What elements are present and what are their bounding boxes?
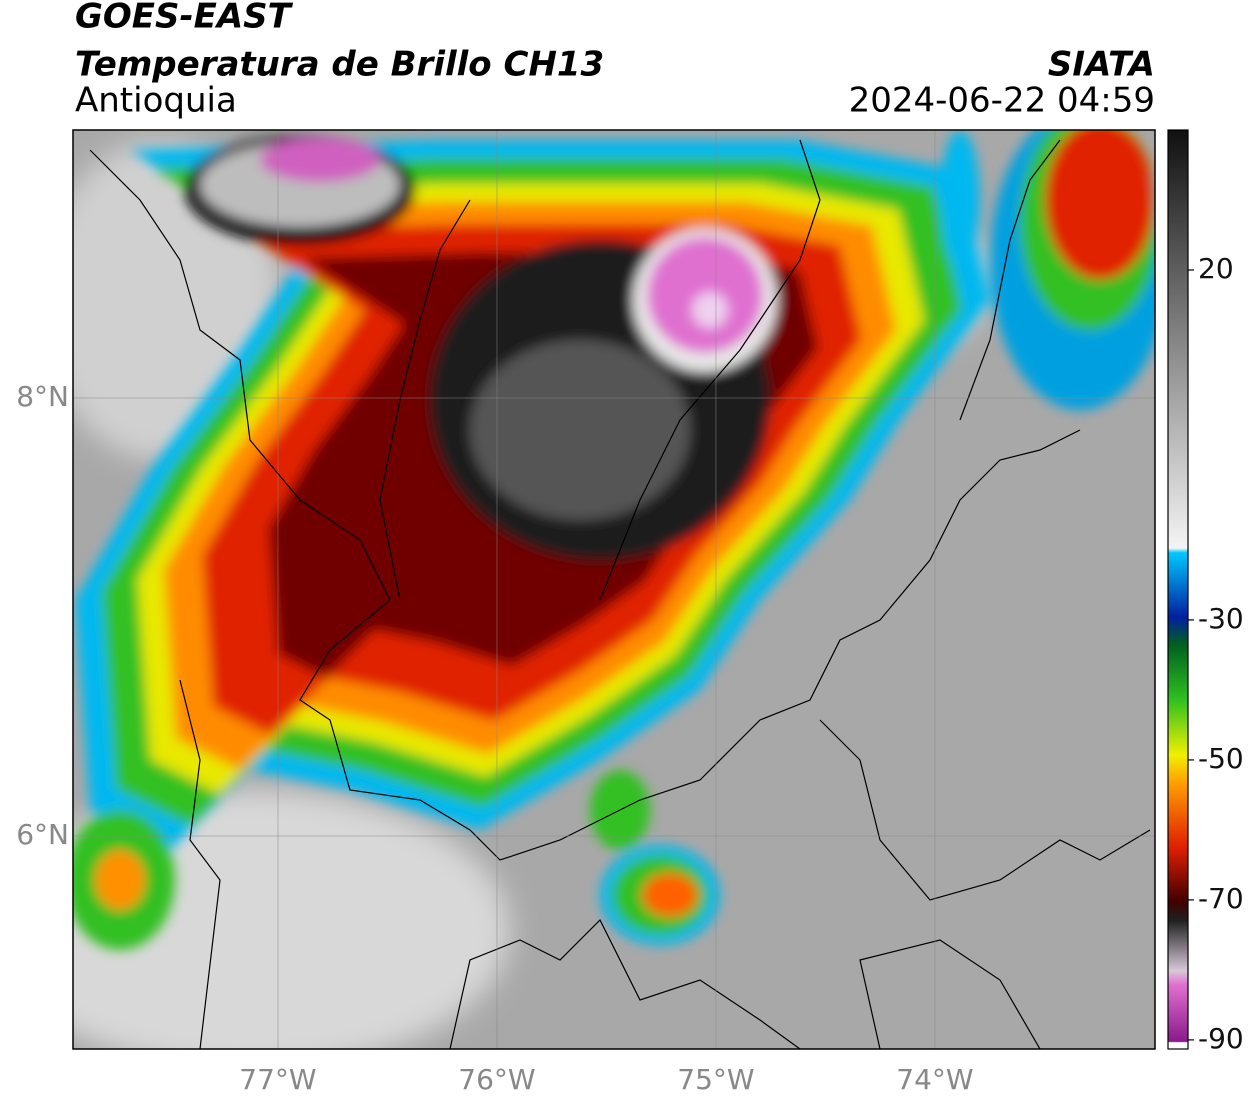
datetime: 2024-06-22 04:59: [849, 81, 1155, 121]
y-tick-label: 8°N: [16, 380, 69, 413]
graticule: [73, 130, 1155, 1049]
source: SIATA: [1048, 45, 1155, 85]
colorbar-tick-label: -30: [1198, 602, 1244, 635]
x-tick-label: 74°W: [896, 1063, 973, 1096]
colorbar-tick-label: -70: [1198, 882, 1244, 915]
x-tick-label: 75°W: [677, 1063, 754, 1096]
map-frame: [72, 129, 1156, 1050]
x-tick-label: 76°W: [458, 1063, 535, 1096]
satellite-image: [73, 130, 1155, 1049]
region: Antioquia: [75, 81, 237, 121]
colorbar-tick-label: -50: [1198, 742, 1244, 775]
colorbar-tick-label: 20: [1198, 252, 1234, 285]
x-tick-label: 77°W: [239, 1063, 316, 1096]
title: GOES-EAST: [75, 0, 294, 37]
subtitle: Temperatura de Brillo CH13: [75, 45, 604, 85]
colorbar: [1167, 129, 1189, 1050]
y-tick-label: 6°N: [16, 818, 69, 851]
colorbar-tick-label: -90: [1198, 1022, 1244, 1055]
